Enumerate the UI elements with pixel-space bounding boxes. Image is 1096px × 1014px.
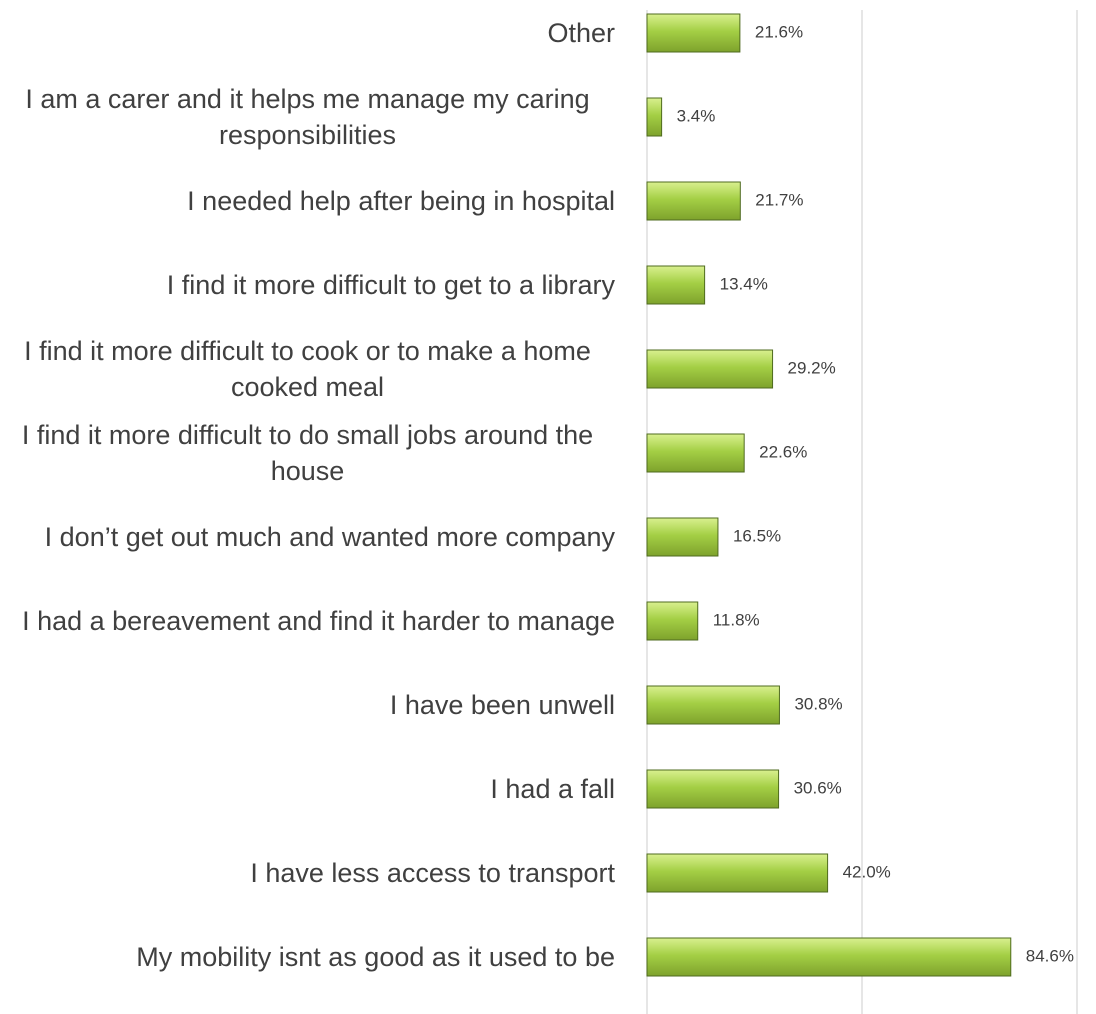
value-label: 13.4% [720, 274, 768, 293]
value-label: 22.6% [759, 442, 807, 461]
value-label: 42.0% [843, 862, 891, 881]
bar [646, 937, 1012, 977]
y-tick-label: I needed help after being in hospital [187, 186, 615, 216]
category-label-box: I find it more difficult to cook or to m… [0, 333, 615, 405]
y-tick-label: I find it more difficult to do small job… [21, 420, 594, 486]
value-label: 21.6% [755, 22, 803, 41]
y-tick-label: I had a bereavement and find it harder t… [22, 606, 615, 636]
bar [646, 97, 663, 137]
bar [646, 13, 741, 53]
bar [646, 265, 706, 305]
y-tick-label: I have less access to transport [250, 858, 615, 888]
value-label: 29.2% [788, 358, 836, 377]
bar [646, 181, 741, 221]
value-label: 30.8% [794, 694, 842, 713]
y-tick-label: I am a carer and it helps me manage my c… [25, 84, 590, 150]
y-tick-label: My mobility isnt as good as it used to b… [136, 942, 615, 972]
value-label: 11.8% [713, 610, 760, 629]
category-label-box: I had a bereavement and find it harder t… [0, 603, 615, 639]
category-label-box: I needed help after being in hospital [0, 183, 615, 219]
value-label: 16.5% [733, 526, 781, 545]
category-label-box: My mobility isnt as good as it used to b… [0, 939, 615, 975]
y-tick-label: Other [547, 18, 615, 48]
value-label: 30.6% [794, 778, 842, 797]
bar [646, 433, 745, 473]
bar [646, 517, 719, 557]
category-label-box: I have been unwell [0, 687, 615, 723]
category-label-box: I don’t get out much and wanted more com… [0, 519, 615, 555]
bar [646, 853, 829, 893]
category-label-box: I am a carer and it helps me manage my c… [0, 81, 615, 153]
value-label: 84.6% [1026, 946, 1074, 965]
category-label-box: I find it more difficult to get to a lib… [0, 267, 615, 303]
category-label-box: Other [0, 15, 615, 51]
value-label: 21.7% [755, 190, 803, 209]
bar [646, 685, 780, 725]
y-tick-label: I find it more difficult to cook or to m… [24, 336, 591, 402]
value-label: 3.4% [677, 106, 716, 125]
bar [646, 601, 699, 641]
y-tick-label: I had a fall [490, 774, 615, 804]
y-tick-label: I don’t get out much and wanted more com… [44, 522, 615, 552]
category-label-box: I have less access to transport [0, 855, 615, 891]
category-label-box: I had a fall [0, 771, 615, 807]
y-tick-label: I find it more difficult to get to a lib… [166, 270, 615, 300]
bar [646, 769, 780, 809]
y-tick-label: I have been unwell [389, 690, 615, 720]
category-label-box: I find it more difficult to do small job… [0, 417, 615, 489]
bar [646, 349, 774, 389]
